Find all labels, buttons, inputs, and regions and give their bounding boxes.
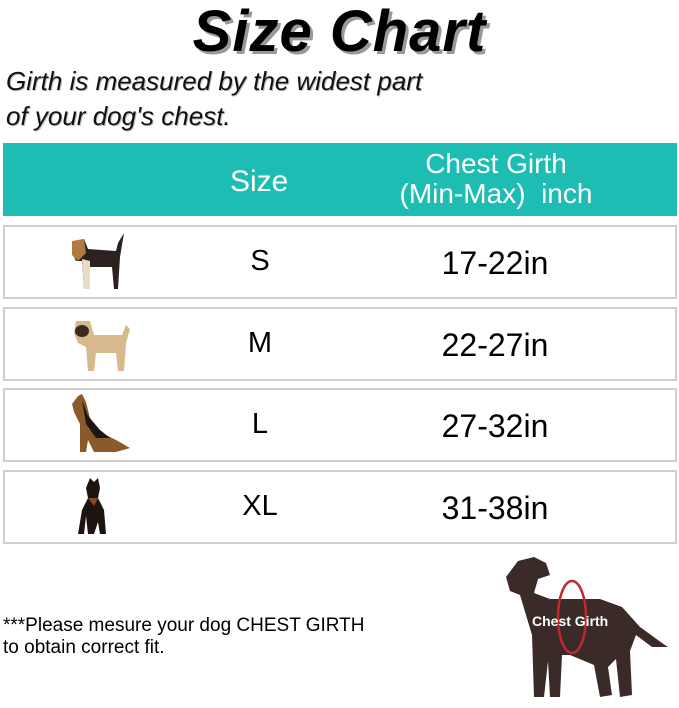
size-value: M: [247, 327, 273, 359]
note-line-1: ***Please mesure your dog CHEST GIRTH: [3, 615, 365, 636]
table-row: M 22-27in: [3, 307, 677, 381]
doberman-dog-icon: [78, 478, 106, 534]
subtitle-line-2: of your dog's chest.: [6, 101, 231, 131]
girth-value: 17-22in: [441, 245, 549, 281]
size-value: L: [251, 408, 269, 440]
chest-girth-label: Chest Girth: [532, 613, 609, 629]
table-row: S 17-22in: [3, 225, 677, 299]
girth-value: 27-32in: [441, 408, 549, 444]
measurement-note: ***Please mesure your dog CHEST GIRTH to…: [3, 615, 365, 659]
table-header: Size Chest Girth (Min-Max) inch: [3, 143, 677, 216]
german-shepherd-dog-icon: [72, 394, 130, 452]
dog-silhouette-icon: [506, 557, 668, 697]
table-row: L 27-32in: [3, 388, 677, 462]
header-size: Size: [230, 165, 289, 198]
chest-girth-diagram: Chest Girth: [490, 555, 675, 703]
pug-dog-icon: [74, 321, 130, 371]
size-value: S: [250, 245, 270, 277]
page-title: Size Chart: [192, 0, 487, 64]
table-row: XL 31-38in: [3, 470, 677, 544]
header-girth-line2: (Min-Max) inch: [399, 178, 593, 209]
girth-value: 22-27in: [441, 327, 549, 363]
subtitle-line-1: Girth is measured by the widest part: [6, 66, 423, 96]
size-value: XL: [242, 490, 278, 522]
girth-value: 31-38in: [441, 490, 549, 526]
beagle-dog-icon: [72, 233, 124, 289]
header-girth-line1: Chest Girth: [425, 148, 567, 179]
note-line-2: to obtain correct fit.: [3, 637, 165, 658]
header-chest-girth: Chest Girth (Min-Max) inch: [371, 149, 621, 209]
